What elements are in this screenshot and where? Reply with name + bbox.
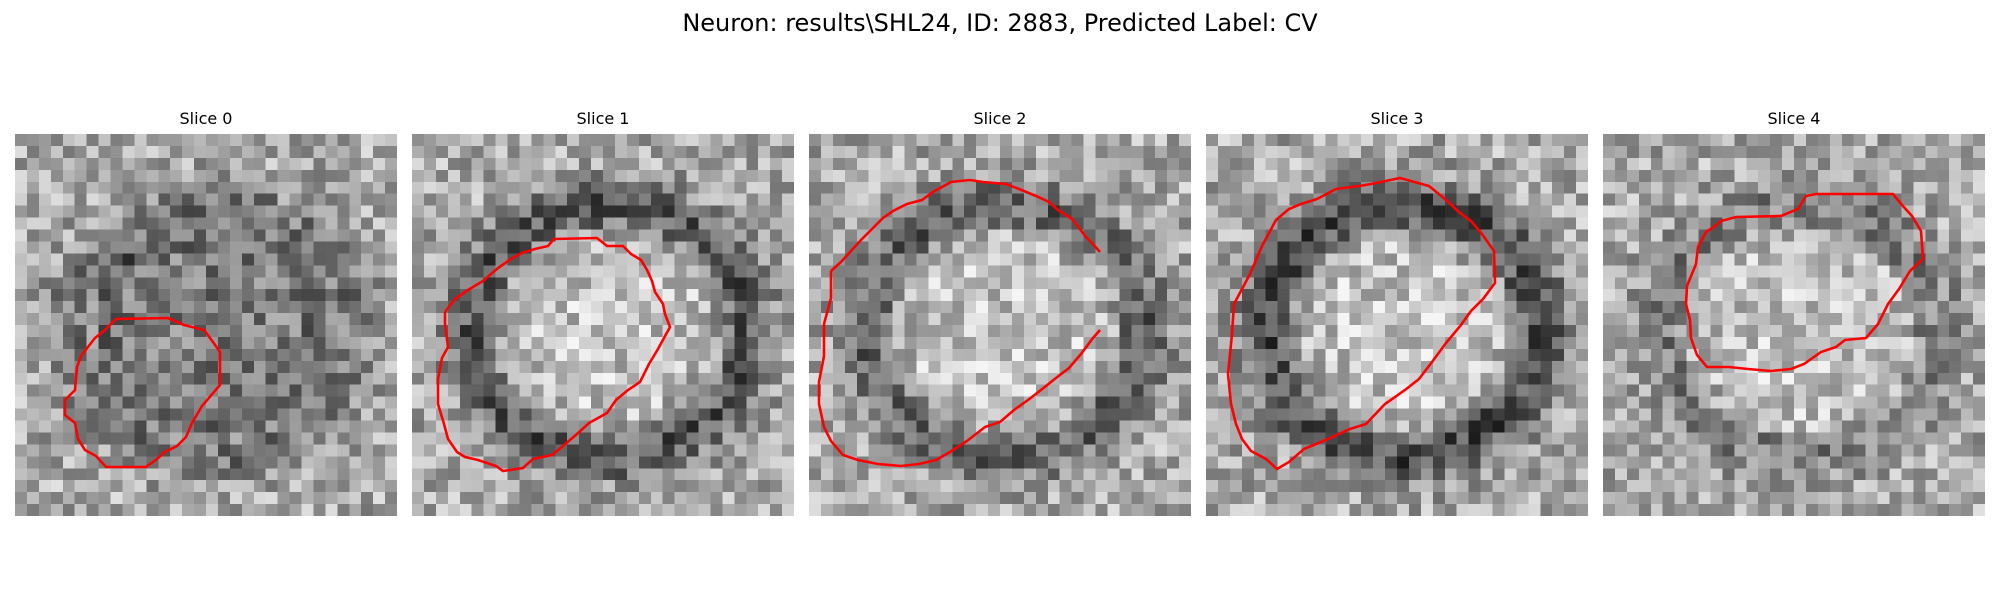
slice-panel-0: Slice 0 [15, 108, 397, 516]
slice-panel-2: Slice 2 [809, 108, 1191, 516]
slice-panel-3: Slice 3 [1206, 108, 1588, 516]
slice-title: Slice 4 [1767, 109, 1821, 128]
slice-title: Slice 2 [973, 109, 1027, 128]
slice-image-2 [809, 134, 1191, 516]
segmentation-contour [1684, 192, 1925, 373]
segmentation-contour [817, 271, 1101, 468]
slice-title: Slice 1 [576, 109, 630, 128]
slice-title: Slice 3 [1370, 109, 1424, 128]
segmentation-contour [436, 236, 672, 473]
slice-image-3 [1206, 134, 1588, 516]
segmentation-contour [830, 178, 1101, 272]
slice-image-4 [1603, 134, 1985, 516]
figure-title: Neuron: results\SHL24, ID: 2883, Predict… [682, 9, 1318, 37]
slice-image-0 [15, 134, 397, 516]
slice-image-1 [412, 134, 794, 516]
slice-panel-4: Slice 4 [1603, 108, 1985, 516]
slice-panel-1: Slice 1 [412, 108, 794, 516]
segmentation-contour [63, 316, 222, 469]
segmentation-contour [1226, 176, 1497, 471]
slice-title: Slice 0 [179, 109, 233, 128]
